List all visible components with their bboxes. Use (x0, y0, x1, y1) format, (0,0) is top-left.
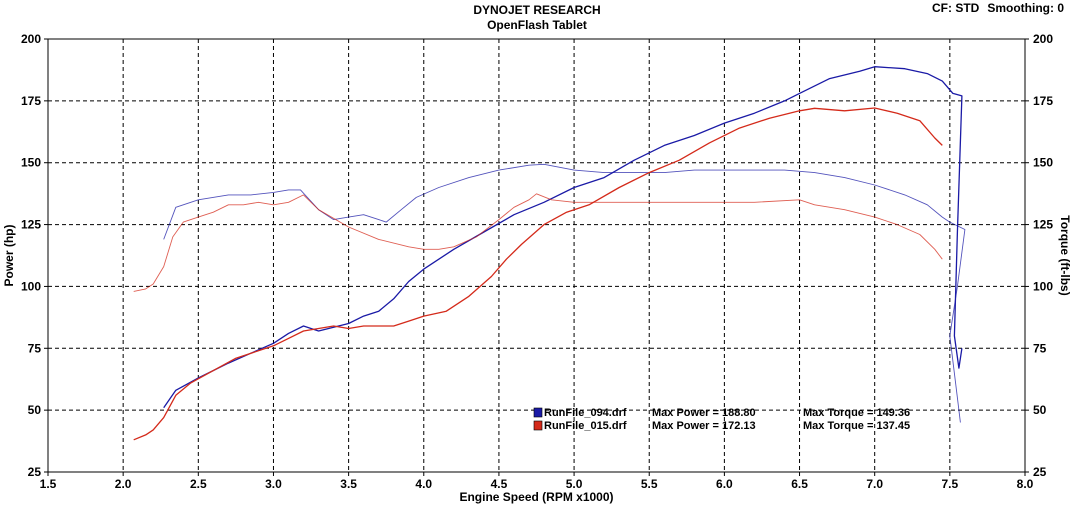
x-tick-label: 2.0 (115, 477, 132, 491)
x-tick-label: 7.0 (866, 477, 883, 491)
x-tick-label: 2.5 (190, 477, 207, 491)
y-tick-label-right: 175 (1033, 94, 1053, 108)
y-axis-label-left: Power (hp) (2, 224, 16, 286)
chart-title: DYNOJET RESEARCH (473, 3, 601, 17)
tick-labels: 1.5 2.0 2.5 3.0 3.5 4.0 4.5 5.0 5.5 6.0 6.5 7.0 7.5 8… (21, 32, 1053, 491)
series-line-torque-runfile-094-drf (163, 163, 966, 423)
y-tick-label-right: 150 (1033, 156, 1053, 170)
y-tick-label-left: 25 (28, 465, 42, 479)
legend-max-torque: Max Torque = 149.36 (803, 407, 910, 419)
series-lines (133, 66, 966, 441)
settings-readout: CF: STD Smoothing: 0 (932, 1, 1064, 15)
chart-subtitle: OpenFlash Tablet (487, 18, 587, 32)
y-tick-label-left: 125 (21, 218, 41, 232)
x-tick-label: 3.0 (265, 477, 282, 491)
legend-swatch (533, 407, 543, 418)
y-tick-label-left: 75 (28, 341, 42, 355)
y-tick-label-right: 25 (1033, 465, 1047, 479)
x-tick-label: 8.0 (1017, 477, 1034, 491)
legend: RunFile_094.drf Max Power = 188.80 Max Tor… (533, 407, 910, 432)
x-tick-label: 6.5 (791, 477, 808, 491)
y-tick-label-left: 50 (28, 403, 42, 417)
x-axis-label: Engine Speed (RPM x1000) (459, 490, 613, 504)
x-tick-label: 4.5 (491, 477, 508, 491)
y-tick-label-right: 125 (1033, 218, 1053, 232)
legend-max-torque: Max Torque = 137.45 (803, 420, 910, 432)
plot-frame (47, 38, 1026, 473)
correction-factor-label: CF: STD (932, 1, 980, 15)
y-tick-label-right: 75 (1033, 341, 1047, 355)
y-tick-label-right: 50 (1033, 403, 1047, 417)
smoothing-label: Smoothing: 0 (987, 1, 1064, 15)
legend-max-power: Max Power = 172.13 (652, 420, 756, 432)
y-tick-label-left: 150 (21, 156, 41, 170)
legend-max-power: Max Power = 188.80 (652, 407, 756, 419)
legend-file-label: RunFile_094.drf (544, 407, 627, 419)
legend-swatch (533, 420, 543, 431)
y-tick-label-left: 100 (21, 279, 41, 293)
x-tick-label: 5.5 (641, 477, 658, 491)
y-tick-label-right: 200 (1033, 32, 1053, 46)
y-tick-label-right: 100 (1033, 279, 1053, 293)
y-tick-label-left: 200 (21, 32, 41, 46)
series-line-torque-runfile-015-drf (133, 193, 943, 292)
y-tick-label-left: 175 (21, 94, 41, 108)
series-line-power-runfile-094-drf (163, 66, 963, 409)
x-tick-label: 3.5 (340, 477, 357, 491)
x-tick-label: 5.0 (566, 477, 583, 491)
x-tick-label: 1.5 (40, 477, 57, 491)
series-line-power-runfile-015-drf (133, 107, 943, 441)
y-axis-label-right: Torque (ft-lbs) (1058, 215, 1072, 295)
x-tick-label: 7.5 (942, 477, 959, 491)
x-tick-label: 4.0 (415, 477, 432, 491)
x-tick-label: 6.0 (716, 477, 733, 491)
legend-file-label: RunFile_015.drf (544, 420, 627, 432)
